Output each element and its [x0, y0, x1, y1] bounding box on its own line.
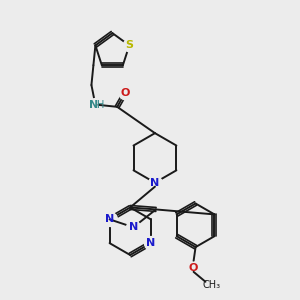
Text: N: N — [150, 178, 160, 188]
Text: N: N — [129, 222, 138, 232]
Text: CH₃: CH₃ — [202, 280, 220, 290]
Text: H: H — [97, 100, 104, 110]
Text: O: O — [189, 263, 198, 273]
Text: O: O — [120, 88, 130, 98]
Text: N: N — [146, 238, 155, 248]
Text: N: N — [105, 214, 114, 224]
Text: N: N — [89, 100, 98, 110]
Text: S: S — [125, 40, 133, 50]
